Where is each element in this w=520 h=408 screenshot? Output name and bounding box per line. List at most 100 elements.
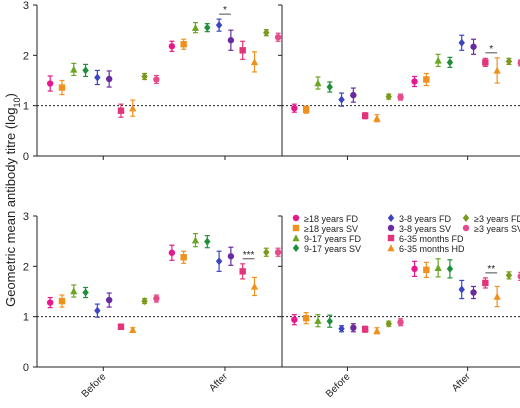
data-point: [153, 74, 160, 85]
point-marker: [385, 319, 392, 328]
x-tick-label: Before: [80, 371, 109, 400]
point-marker: [291, 104, 298, 112]
data-point: [291, 314, 298, 326]
point-marker: [314, 316, 322, 324]
data-point: [141, 297, 148, 306]
data-point: [326, 314, 333, 328]
point-marker: [215, 257, 223, 266]
point-marker: [397, 319, 404, 326]
point-marker: [180, 254, 187, 261]
data-point: [153, 294, 160, 303]
x-tick-label: After: [450, 371, 473, 394]
point-marker: [385, 92, 392, 101]
legend-item: 9-17 years FD: [292, 234, 362, 244]
point-marker: [314, 79, 322, 87]
data-point: [411, 75, 418, 88]
significance-label: ***: [243, 250, 255, 261]
legend-marker: [387, 214, 395, 222]
legend-label: 3-8 years FD: [399, 214, 452, 224]
significance-annotation: *: [485, 44, 498, 55]
data-point: [385, 92, 392, 101]
y-tick-label: 3: [23, 211, 29, 223]
point-marker: [361, 112, 369, 119]
data-point: [274, 247, 282, 257]
data-point: [505, 271, 513, 280]
data-point: [227, 246, 235, 266]
data-point: [180, 38, 187, 50]
point-marker: [94, 306, 101, 315]
point-marker: [191, 236, 200, 244]
y-axis-label-main: Geometric mean antibody titre (log: [3, 107, 18, 306]
data-point: [204, 23, 211, 33]
point-marker: [129, 104, 137, 112]
legend-label: 3-8 years SV: [399, 224, 451, 234]
data-point: [350, 323, 357, 333]
x-tick-label: Before: [324, 371, 353, 400]
data-point: [350, 87, 357, 103]
point-marker: [153, 76, 160, 83]
data-point: [239, 263, 246, 280]
legend-marker: [462, 214, 470, 222]
x-tick-label: After: [207, 371, 230, 394]
data-point: [302, 312, 310, 325]
legend-item: ≥3 years SV: [462, 224, 520, 234]
point-marker: [411, 265, 418, 273]
point-marker: [517, 273, 520, 280]
point-marker: [350, 324, 357, 331]
data-point: [517, 59, 520, 67]
point-marker: [58, 297, 66, 305]
point-marker: [250, 282, 259, 290]
significance-label: **: [487, 264, 495, 275]
y-axis-label-close: ): [3, 93, 18, 97]
data-point: [470, 285, 477, 300]
data-point: [314, 314, 322, 328]
point-marker: [350, 91, 357, 99]
data-point: [141, 72, 148, 81]
point-marker: [105, 296, 113, 304]
data-point: [470, 38, 477, 55]
point-marker: [168, 43, 176, 50]
point-marker: [263, 248, 270, 257]
legend-item: 9-17 years SV: [292, 244, 361, 254]
point-marker: [423, 266, 430, 274]
point-marker: [291, 316, 298, 323]
data-point: [129, 325, 137, 333]
data-point: [239, 40, 246, 60]
data-point: [46, 296, 54, 309]
significance-annotation: **: [485, 264, 498, 275]
point-marker: [46, 299, 54, 306]
legend-item: 3-8 years FD: [387, 214, 452, 224]
legend-item: 6-35 months FD: [387, 234, 464, 244]
legend-item: ≥18 years FD: [292, 214, 358, 224]
data-point: [204, 235, 211, 249]
point-marker: [434, 56, 442, 64]
point-marker: [70, 287, 78, 295]
point-marker: [458, 285, 465, 294]
point-marker: [423, 76, 430, 83]
data-point: [250, 276, 259, 297]
legend-label: 9-17 years SV: [304, 244, 361, 254]
data-point: [361, 112, 369, 120]
data-point: [168, 40, 176, 52]
data-point: [191, 22, 200, 34]
legend-label: ≥3 years FD: [474, 214, 520, 224]
legend-label: 6-35 months HD: [399, 244, 465, 254]
legend-label: 9-17 years FD: [304, 234, 362, 244]
significance-label: *: [223, 5, 227, 16]
data-point: [215, 250, 223, 272]
data-point: [373, 114, 381, 123]
data-point: [338, 324, 345, 333]
data-point: [482, 277, 489, 289]
data-point: [117, 323, 125, 330]
significance-annotation: ***: [242, 250, 255, 261]
significance-label: *: [489, 44, 493, 55]
y-tick-label: 2: [23, 261, 29, 273]
point-marker: [446, 264, 454, 273]
point-marker: [204, 23, 211, 32]
data-point: [482, 57, 489, 68]
legend-marker: [292, 214, 300, 222]
point-marker: [434, 264, 442, 272]
legend-label: ≥18 years SV: [304, 224, 358, 234]
